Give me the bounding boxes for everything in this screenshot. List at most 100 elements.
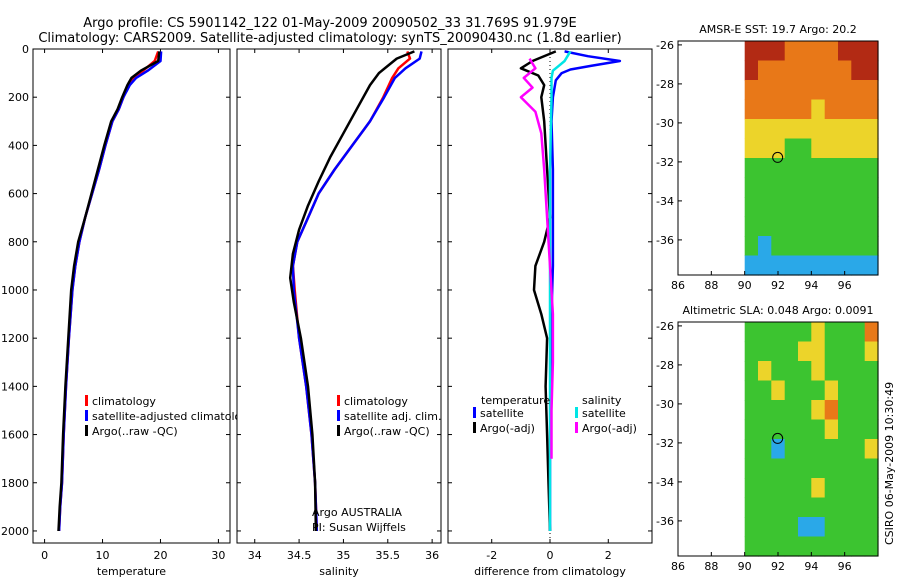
sla_map-ytick-label: -32 [656,437,674,450]
sst_map-cell [771,80,786,101]
salinity-xtick-label: 35 [336,549,350,562]
sst_map-cell [744,41,759,62]
sla_map-cell [851,380,866,401]
sst_map-cell [744,119,759,140]
sla_map-cell [758,361,772,382]
sla_map-cell [771,361,786,382]
temperature-frame [32,48,231,544]
sla_map-cell [824,458,839,479]
sst_map-cell [798,236,812,257]
sst_map-cell [758,60,772,81]
sla_map-cell [851,400,866,421]
sst_map-cell [838,177,852,198]
salinity-series-line [288,50,415,532]
sla_map-cell [771,341,786,362]
sst_map-cell [864,236,879,257]
diff-legend-entry-swatch [473,407,476,418]
sst_map-cell [811,216,826,237]
sla_map-cell [758,400,772,421]
sst_map-cell [784,177,799,198]
salinity-xtick-label: 34 [248,549,262,562]
salinity-xtick-label: 36 [425,549,439,562]
sst_map-cell [824,41,839,62]
sst_map-cell [784,236,799,257]
sst_map-cell [824,119,839,140]
sla_map-cell [838,419,852,440]
temperature-xtick-label: 30 [211,549,225,562]
sla_map-cell [744,380,759,401]
difference-panel: -2 0 2 difference from climatology temperatu… [447,48,653,578]
sla_map-cell [784,439,799,460]
sla_map-cell [864,380,879,401]
sst_map-cell [811,41,826,62]
sla_map-cell [784,458,799,479]
sla_map-cell [811,536,826,557]
sla_map-cell [838,458,852,479]
sst_map-cell [771,158,786,179]
sst_map-cell [744,60,759,81]
sla_map-cell [744,458,759,479]
sla_map-cell [864,458,879,479]
sst_map-cell [784,197,799,218]
sla_map-cell [864,478,879,499]
temperature-legend-entry-swatch [85,410,88,421]
temperature-xtick-label: 10 [96,549,110,562]
sla_map-cell [758,536,772,557]
sla_map-cell [771,322,786,343]
sla_map-cell [744,322,759,343]
sla_map-cell [744,478,759,499]
sla_map-cell [798,458,812,479]
sst_map-cell [758,41,772,62]
sla_map-cell [771,478,786,499]
sst_map-cell [758,158,772,179]
sla_map-xtick-label: 92 [771,560,785,573]
sst_map-cell [744,80,759,101]
sla_map-cell [758,517,772,538]
sla_map-cell [851,322,866,343]
sst_map-ytick-label: -36 [656,234,674,247]
depth-tick-label: 800 [8,236,29,249]
sst_map-cell [851,236,866,257]
sla_map-cell [864,361,879,382]
sla_map-cell [838,536,852,557]
sst_map-cell [744,216,759,237]
sla_map-cell [838,322,852,343]
sla_map-cell [864,419,879,440]
sst_map-cell [824,138,839,159]
sst_map-cell [851,60,866,81]
sst_map-cell [758,255,772,276]
sst_map-cell [811,236,826,257]
sla_map-cell [744,419,759,440]
difference-xtick-label: -2 [486,549,497,562]
sla_map-cell [744,400,759,421]
diff-legend-entry: satellite [480,407,524,420]
sla_map-cell [771,439,786,460]
sst_map-cell [838,216,852,237]
depth-tick-label: 200 [8,91,29,104]
sst_map-cell [864,158,879,179]
sla_map-cell [838,497,852,518]
temperature-xtick-label: 0 [41,549,48,562]
sst_map-cell [811,158,826,179]
sla_map-cell [758,322,772,343]
sla_map-cell [744,439,759,460]
sla_map-cell [851,341,866,362]
salinity-legend-entry: satellite adj. clim. [344,410,441,423]
sst_map-cell [798,60,812,81]
csiro-timestamp: CSIRO 06-May-2009 10:30:49 [883,382,896,545]
sla_map-ytick-label: -28 [656,359,674,372]
sst_map-cell [811,60,826,81]
sst_map-cell [838,60,852,81]
sst_map-cell [811,99,826,120]
sla_map-cell [798,497,812,518]
sla_map-cell [744,361,759,382]
sla_map-cell [838,478,852,499]
sla_map-cell [798,439,812,460]
sst_map-cell [771,216,786,237]
sla_map-cell [824,361,839,382]
sst_map-cell [771,236,786,257]
sla_map-cell [811,497,826,518]
sla_map-cell [824,341,839,362]
sst_map-cell [851,197,866,218]
